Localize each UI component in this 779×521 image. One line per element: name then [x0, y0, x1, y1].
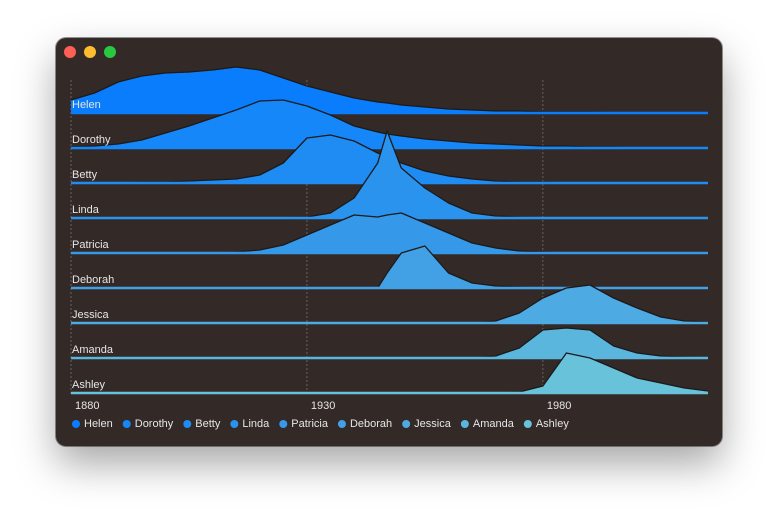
zoom-button[interactable] [104, 46, 116, 58]
series-label: Ashley [72, 379, 106, 391]
legend-label: Deborah [350, 418, 392, 430]
ridge-area [71, 67, 708, 113]
series-label: Jessica [72, 309, 110, 321]
minimize-button[interactable] [84, 46, 96, 58]
x-tick-label: 1930 [311, 400, 335, 412]
ridge-area [71, 246, 708, 288]
legend-swatch [183, 420, 192, 428]
series-label: Linda [72, 204, 100, 216]
chart: Helen Dorothy Betty Linda Patricia Deborah Jes… [70, 66, 709, 430]
ridge-area [71, 328, 708, 358]
legend-label: Helen [84, 418, 113, 430]
legend-swatch [72, 420, 80, 428]
series-label: Betty [72, 169, 98, 181]
series-label: Deborah [72, 274, 114, 286]
legend-swatch [460, 420, 469, 428]
series-label: Dorothy [72, 134, 111, 146]
legend-swatch [122, 420, 131, 428]
legend-label: Amanda [473, 418, 515, 430]
legend-label: Linda [242, 418, 270, 430]
series-label: Patricia [72, 239, 110, 251]
legend-swatch [337, 420, 346, 428]
window: Helen Dorothy Betty Linda Patricia Deborah Jes… [56, 38, 722, 446]
legend-label: Patricia [291, 418, 329, 430]
ridge-area [71, 131, 708, 218]
legend-label: Dorothy [135, 418, 174, 430]
legend-swatch [230, 420, 239, 428]
legend-label: Betty [195, 418, 221, 430]
ridge-area [71, 285, 708, 323]
legend-label: Jessica [414, 418, 452, 430]
series-label: Helen [72, 99, 101, 111]
ridge-area [71, 353, 708, 393]
close-button[interactable] [64, 46, 76, 58]
x-tick-label: 1880 [75, 400, 99, 412]
legend-label: Ashley [536, 418, 570, 430]
series-label: Amanda [72, 344, 114, 356]
ridge-area [71, 213, 708, 253]
x-tick-label: 1980 [547, 400, 571, 412]
legend-swatch [402, 420, 411, 428]
legend-swatch [279, 420, 288, 428]
legend-swatch [523, 420, 532, 428]
